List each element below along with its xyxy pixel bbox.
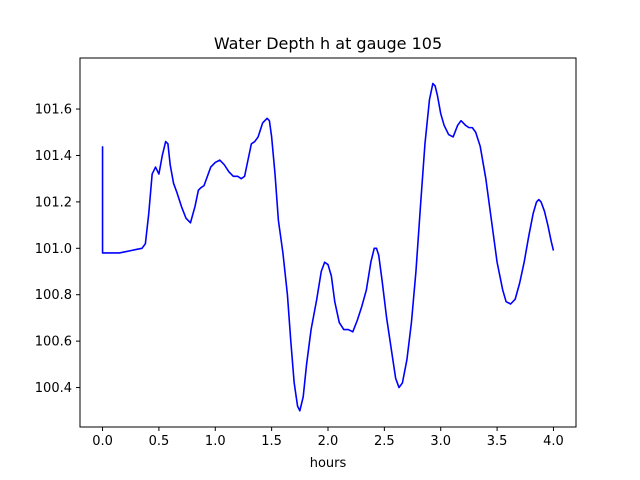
series-line xyxy=(101,82,555,412)
y-tick-label-4: 101.2 xyxy=(35,195,72,210)
x-tick-label-1: 0.5 xyxy=(149,434,170,449)
x-tick-label-0: 0.0 xyxy=(92,434,113,449)
y-tick-label-5: 101.4 xyxy=(35,149,72,164)
x-tick-label-2: 1.0 xyxy=(205,434,226,449)
x-tick-label-3: 1.5 xyxy=(261,434,282,449)
y-tick-label-3: 101.0 xyxy=(35,242,72,257)
y-tick-label-0: 100.4 xyxy=(35,381,72,396)
chart-title: Water Depth h at gauge 105 xyxy=(214,34,442,53)
x-tick-label-7: 3.5 xyxy=(487,434,508,449)
y-tick-label-1: 100.6 xyxy=(35,335,72,350)
plot-area: 0.0 0.5 1.0 1.5 2.0 2.5 3.0 3.5 4.0 100.4 100.6 100… xyxy=(35,57,577,449)
x-tick-label-6: 3.0 xyxy=(430,434,451,449)
x-tick-label-4: 2.0 xyxy=(318,434,339,449)
y-tick-label-6: 101.6 xyxy=(35,103,72,118)
y-tick-label-2: 100.8 xyxy=(35,288,72,303)
x-tick-label-8: 4.0 xyxy=(543,434,564,449)
x-tick-label-5: 2.5 xyxy=(374,434,395,449)
x-axis-label: hours xyxy=(310,456,347,471)
